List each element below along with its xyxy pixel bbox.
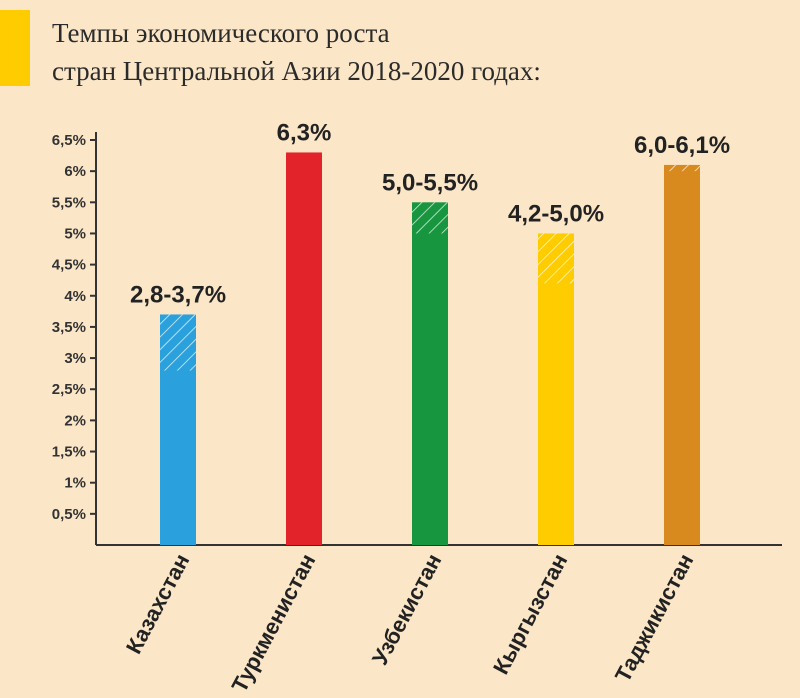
y-tick-label: 2% (64, 412, 86, 429)
chart-title: Темпы экономического роста стран Централ… (52, 14, 772, 90)
bar (412, 202, 448, 546)
y-tick-label: 5,5% (52, 194, 86, 211)
bar (538, 233, 574, 545)
x-category-label: Узбекистан (367, 550, 446, 669)
y-tick-label: 6% (64, 163, 86, 180)
bar-range-hatch (412, 202, 448, 234)
bar-value-label: 5,0-5,5% (382, 169, 478, 196)
x-category-label: Таджикистан (610, 550, 698, 686)
y-tick-label: 3% (64, 350, 86, 367)
bar-value-label: 6,0-6,1% (634, 132, 730, 159)
y-tick-label: 3,5% (52, 319, 86, 336)
chart-title-line-2: стран Центральной Азии 2018-2020 годах: (52, 56, 541, 86)
bar-value-label: 6,3% (277, 119, 332, 146)
y-tick-label: 1,5% (52, 444, 86, 461)
y-tick-label: 0,5% (52, 506, 86, 523)
chart-title-line-1: Темпы экономического роста (52, 18, 390, 48)
x-category-label: Казахстан (121, 550, 194, 658)
y-tick-label: 4,5% (52, 257, 86, 274)
bar (664, 164, 700, 545)
y-tick-label: 1% (64, 475, 86, 492)
title-accent-bar (0, 10, 30, 86)
y-tick-label: 2,5% (52, 381, 86, 398)
bar-value-label: 2,8-3,7% (130, 281, 226, 308)
x-category-label: Кыргызстан (488, 550, 572, 679)
bar-range-hatch (160, 314, 196, 371)
bar-value-label: 4,2-5,0% (508, 200, 604, 227)
x-category-label: Туркменистан (227, 550, 321, 697)
y-tick-label: 5% (64, 225, 86, 242)
bar (286, 152, 322, 545)
bar-range-hatch (664, 164, 700, 172)
bar-range-hatch (538, 233, 574, 284)
y-tick-label: 4% (64, 288, 86, 305)
y-tick-label: 6,5% (52, 132, 86, 149)
